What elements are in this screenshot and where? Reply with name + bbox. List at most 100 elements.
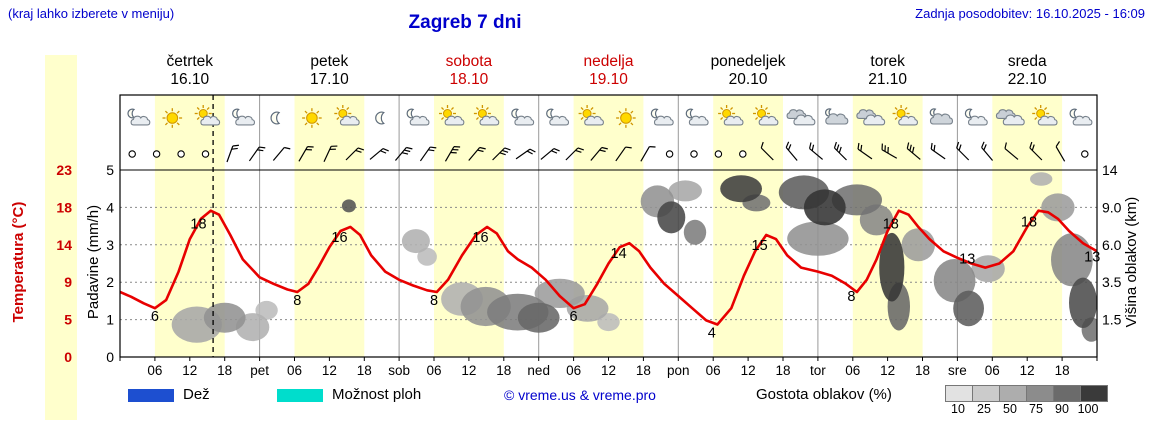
svg-text:18: 18 bbox=[636, 363, 651, 378]
day-header-sobota: sobota 18.10 bbox=[399, 53, 539, 89]
cloud-icon bbox=[786, 109, 816, 126]
svg-text:4: 4 bbox=[708, 326, 716, 342]
last-updated: Zadnja posodobitev: 16.10.2025 - 16:09 bbox=[915, 6, 1145, 21]
sun-cloud-icon bbox=[718, 105, 744, 126]
svg-text:0: 0 bbox=[106, 349, 114, 365]
density-seg-100 bbox=[1081, 385, 1108, 402]
svg-text:5: 5 bbox=[64, 312, 72, 328]
svg-text:12: 12 bbox=[322, 363, 337, 378]
svg-text:18: 18 bbox=[915, 363, 930, 378]
svg-text:06: 06 bbox=[287, 363, 302, 378]
time-axis-labels: 06 12 18 pet 06 12 18 sob 06 12 18 ned 06 12 18 pon 06 12… bbox=[147, 363, 1069, 378]
day-date: 18.10 bbox=[449, 71, 489, 88]
svg-text:14: 14 bbox=[611, 246, 627, 262]
moon-cloud-icon bbox=[511, 108, 535, 126]
moon-cloud-icon bbox=[964, 108, 988, 126]
density-value: 25 bbox=[977, 402, 991, 416]
svg-text:1.5: 1.5 bbox=[1102, 312, 1122, 328]
sun-cloud-icon bbox=[753, 105, 779, 126]
cloud-moon-icon bbox=[825, 108, 849, 125]
copyright-link[interactable]: © vreme.us & vreme.pro bbox=[504, 387, 656, 403]
svg-text:8: 8 bbox=[847, 289, 855, 305]
density-seg-75 bbox=[1027, 385, 1054, 402]
svg-text:2: 2 bbox=[106, 274, 114, 290]
svg-text:5: 5 bbox=[106, 162, 114, 178]
svg-text:8: 8 bbox=[430, 293, 438, 309]
moon-cloud-icon bbox=[1069, 108, 1093, 126]
density-seg-90 bbox=[1054, 385, 1081, 402]
day-name: sobota bbox=[445, 53, 493, 70]
svg-text:12: 12 bbox=[182, 363, 197, 378]
density-value: 75 bbox=[1029, 402, 1043, 416]
temperature-labels: 6 18 8 16 8 16 6 14 4 15 8 18 13 18 13 bbox=[151, 215, 1100, 342]
svg-text:06: 06 bbox=[985, 363, 1000, 378]
svg-text:12: 12 bbox=[1020, 363, 1035, 378]
sun-cloud-icon bbox=[194, 105, 221, 126]
day-name: petek bbox=[310, 53, 349, 70]
svg-text:4: 4 bbox=[106, 199, 114, 215]
svg-text:06: 06 bbox=[147, 363, 162, 378]
density-value: 100 bbox=[1077, 402, 1099, 416]
svg-text:16: 16 bbox=[331, 230, 347, 246]
cloud-layer bbox=[171, 172, 1097, 343]
moon-icon bbox=[375, 111, 385, 125]
moon-icon bbox=[270, 111, 281, 125]
svg-text:6: 6 bbox=[151, 309, 159, 325]
day-header-ponedeljek: ponedeljek 20.10 bbox=[678, 53, 818, 89]
svg-text:18: 18 bbox=[56, 199, 72, 215]
wind-barbs-row bbox=[128, 141, 1089, 163]
day-name: sreda bbox=[1007, 53, 1047, 70]
svg-text:16: 16 bbox=[472, 230, 488, 246]
sky-icons-row bbox=[127, 105, 1093, 128]
svg-text:14: 14 bbox=[56, 237, 72, 253]
cloud-moon-icon bbox=[929, 108, 954, 125]
density-value: 10 bbox=[951, 402, 965, 416]
sun-cloud-icon bbox=[892, 105, 918, 126]
sun-cloud-icon bbox=[439, 105, 465, 126]
svg-text:18: 18 bbox=[357, 363, 372, 378]
svg-text:pet: pet bbox=[250, 363, 269, 378]
svg-text:12: 12 bbox=[880, 363, 895, 378]
sun-cloud-icon bbox=[578, 105, 604, 126]
svg-text:9: 9 bbox=[64, 274, 72, 290]
temp-scale-strip bbox=[45, 55, 77, 420]
svg-text:18: 18 bbox=[775, 363, 790, 378]
day-header-četrtek: četrtek 16.10 bbox=[120, 53, 260, 89]
day-header-nedelja: nedelja 19.10 bbox=[539, 53, 679, 89]
sun-cloud-icon bbox=[334, 105, 360, 126]
svg-text:ned: ned bbox=[527, 363, 550, 378]
svg-text:18: 18 bbox=[190, 217, 206, 233]
svg-text:0: 0 bbox=[64, 349, 72, 365]
density-value: 50 bbox=[1003, 402, 1017, 416]
svg-text:9.0: 9.0 bbox=[1102, 199, 1122, 215]
svg-text:18: 18 bbox=[883, 217, 899, 233]
svg-text:06: 06 bbox=[426, 363, 441, 378]
showers-label: Možnost ploh bbox=[332, 386, 422, 403]
day-date: 21.10 bbox=[868, 71, 908, 88]
svg-text:18: 18 bbox=[1055, 363, 1070, 378]
moon-cloud-icon bbox=[685, 108, 709, 126]
location-hint: (kraj lahko izberete v meniju) bbox=[8, 6, 175, 21]
moon-cloud-icon bbox=[650, 108, 674, 126]
svg-text:3.5: 3.5 bbox=[1102, 274, 1122, 290]
sun-cloud-icon bbox=[473, 105, 500, 126]
svg-text:6.0: 6.0 bbox=[1102, 237, 1122, 253]
svg-text:14: 14 bbox=[1102, 162, 1118, 178]
svg-text:06: 06 bbox=[706, 363, 721, 378]
density-value: 90 bbox=[1055, 402, 1069, 416]
svg-text:sob: sob bbox=[388, 363, 410, 378]
axis-tick-labels: 23 18 14 9 5 0 5 4 3 2 1 0 14 9.0 6.0 3.5 1.5 bbox=[56, 162, 1121, 365]
day-name: nedelja bbox=[583, 53, 634, 70]
cloud-icon bbox=[856, 109, 886, 126]
svg-text:pon: pon bbox=[667, 363, 690, 378]
temperature-curve bbox=[120, 209, 1097, 326]
density-seg-50 bbox=[1000, 385, 1027, 402]
day-name: četrtek bbox=[166, 53, 214, 70]
moon-cloud-icon bbox=[406, 108, 430, 126]
cloud-icon bbox=[995, 109, 1025, 126]
svg-text:13: 13 bbox=[1084, 249, 1100, 265]
rain-label: Dež bbox=[183, 386, 210, 403]
svg-text:6: 6 bbox=[570, 309, 578, 325]
svg-text:3: 3 bbox=[106, 237, 114, 253]
